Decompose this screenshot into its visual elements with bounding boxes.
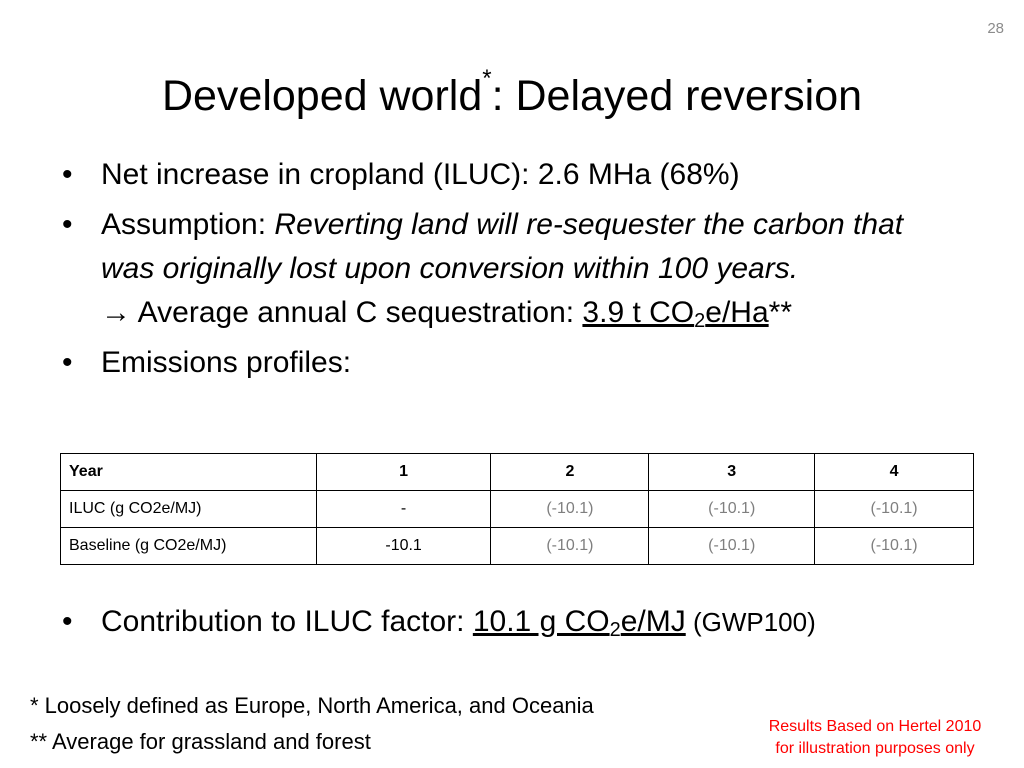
table-cell: (-10.1)	[814, 527, 974, 565]
bullet-dot: •	[62, 208, 73, 241]
table-cell: (-10.1)	[490, 490, 650, 528]
footnote-average: ** Average for grassland and forest	[30, 729, 371, 754]
title-asterisk: *	[482, 65, 492, 92]
bullet-text: Net increase in cropland (ILUC): 2.6 MHa…	[101, 158, 740, 191]
assumption-italic: Reverting land will re-sequester the car…	[101, 208, 904, 285]
bullet-contribution: • Contribution to ILUC factor: 10.1 g CO…	[62, 600, 816, 644]
title-rest: : Delayed reversion	[491, 72, 863, 120]
table-cell: -10.1	[315, 527, 492, 565]
contribution-value-post: e/MJ	[620, 605, 686, 638]
bullet-text: Emissions profiles:	[101, 346, 352, 379]
table-row: ILUC (g CO2e/MJ) - (-10.1) (-10.1) (-10.…	[60, 490, 974, 528]
contribution-value: 10.1 g CO2e/MJ	[472, 605, 686, 641]
sequestration-value-pre: 3.9 t CO	[582, 296, 695, 329]
bullet-dot: •	[62, 605, 73, 638]
contribution-value-pre: 10.1 g CO	[472, 605, 610, 638]
contribution-lead: Contribution to ILUC factor:	[101, 605, 473, 638]
title-main: Developed world	[161, 72, 483, 120]
table-cell: -	[315, 490, 492, 528]
slide-title: Developed world*: Delayed reversion	[0, 66, 1024, 126]
table-row: Baseline (g CO2e/MJ) -10.1 (-10.1) (-10.…	[60, 527, 974, 565]
bullet-emissions-profiles: • Emissions profiles:	[62, 341, 962, 385]
sequestration-value-sub: 2	[694, 310, 706, 332]
table-header-cell: 4	[814, 453, 974, 491]
bullet-net-increase: • Net increase in cropland (ILUC): 2.6 M…	[62, 153, 962, 197]
sequestration-value: 3.9 t CO2e/Ha	[582, 296, 769, 332]
table-row-label: Baseline (g CO2e/MJ)	[60, 527, 317, 565]
slide-number: 28	[987, 20, 1004, 37]
table-cell: (-10.1)	[648, 490, 816, 528]
contribution-suffix: (GWP100)	[685, 607, 816, 637]
sequestration-suffix: **	[768, 296, 792, 329]
table-header-row: Year 1 2 3 4	[60, 453, 974, 491]
bullet-dot: •	[62, 346, 73, 379]
table-cell: (-10.1)	[490, 527, 650, 565]
source-credit: Results Based on Hertel 2010 for illustr…	[740, 716, 1010, 760]
contribution-value-sub: 2	[609, 619, 621, 641]
table-header-cell: 3	[648, 453, 816, 491]
footnotes: * Loosely defined as Europe, North Ameri…	[30, 688, 594, 760]
table-row-label: ILUC (g CO2e/MJ)	[60, 490, 317, 528]
assumption-lead: Assumption:	[101, 208, 275, 241]
sequestration-line: → Average annual C sequestration:	[101, 296, 583, 329]
table-header-cell: 2	[490, 453, 650, 491]
sequestration-value-post: e/Ha	[705, 296, 769, 329]
bullet-list: • Net increase in cropland (ILUC): 2.6 M…	[62, 153, 962, 391]
bullet-assumption: • Assumption: Reverting land will re-seq…	[62, 203, 962, 335]
footnote-region: * Loosely defined as Europe, North Ameri…	[30, 693, 594, 718]
emissions-table: Year 1 2 3 4 ILUC (g CO2e/MJ) - (-10.1) …	[60, 453, 974, 565]
table-cell: (-10.1)	[814, 490, 974, 528]
contribution-bullet-list: • Contribution to ILUC factor: 10.1 g CO…	[62, 600, 816, 644]
credit-line-2: for illustration purposes only	[775, 740, 975, 757]
table-cell: (-10.1)	[648, 527, 816, 565]
credit-line-1: Results Based on Hertel 2010	[768, 718, 982, 735]
table-header-cell: 1	[315, 453, 492, 491]
table-header-cell: Year	[60, 453, 317, 491]
bullet-dot: •	[62, 158, 73, 191]
